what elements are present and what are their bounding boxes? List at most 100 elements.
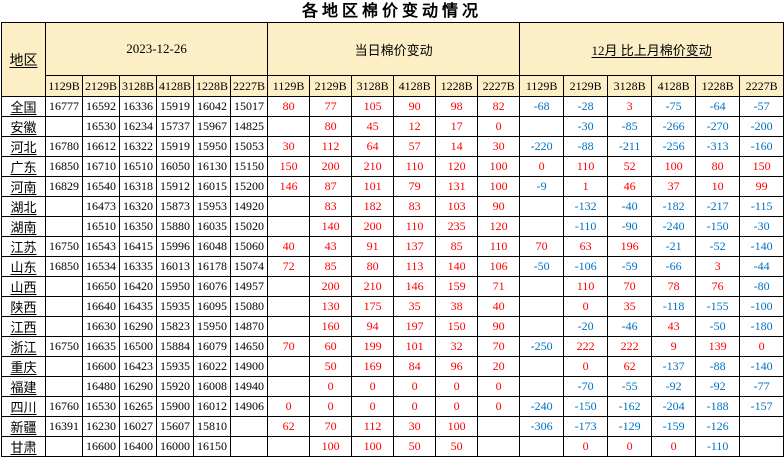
price-cell: 16473 [82, 196, 120, 217]
daily-change-cell: 0 [309, 376, 353, 397]
daily-change-cell: 71 [477, 276, 521, 297]
region-cell: 山东 [1, 256, 46, 277]
daily-change-cell: 120 [435, 156, 479, 177]
grade-code-header: 2227B [477, 75, 521, 97]
daily-change-cell: 43 [309, 236, 353, 257]
monthly-change-cell: -306 [519, 416, 565, 437]
daily-change-cell: 100 [477, 176, 521, 197]
monthly-change-cell: -59 [607, 256, 653, 277]
daily-change-cell: 85 [435, 236, 479, 257]
region-column-header: 地区 [1, 22, 46, 97]
monthly-change-cell: -88 [563, 136, 609, 157]
table-row: 陕西 16640 16435 15935 16095 15080 130 175 35 38 40 0… [1, 296, 784, 317]
daily-change-cell: 0 [393, 396, 437, 417]
daily-change-cell: 84 [393, 356, 437, 377]
grade-code-header: 4128B [156, 75, 194, 97]
region-cell: 福建 [1, 376, 46, 397]
monthly-change-cell: -250 [519, 336, 565, 357]
monthly-change-cell: -270 [695, 116, 741, 137]
price-cell: 16320 [119, 196, 157, 217]
daily-change-cell: 17 [435, 116, 479, 137]
price-cell: 14920 [229, 196, 269, 217]
region-cell: 山西 [1, 276, 46, 297]
daily-change-cell [267, 116, 311, 137]
daily-change-cell: 77 [309, 96, 353, 117]
table-row: 湖北 16473 16320 15873 15953 14920 83 182 83 103 90-… [1, 196, 784, 217]
monthly-change-cell: -173 [563, 416, 609, 437]
price-cell: 15950 [193, 316, 231, 337]
price-cell: 14900 [229, 356, 269, 377]
monthly-change-cell: 52 [607, 156, 653, 177]
daily-change-cell: 80 [351, 256, 395, 277]
price-cell: 16015 [193, 176, 231, 197]
daily-change-cell: 70 [267, 336, 311, 357]
region-name: 江西 [10, 320, 37, 335]
monthly-change-cell: -110 [563, 216, 609, 237]
daily-change-cell: 210 [351, 276, 395, 297]
daily-change-cell: 83 [309, 196, 353, 217]
daily-change-cell: 113 [393, 256, 437, 277]
monthly-change-cell: -9 [519, 176, 565, 197]
monthly-change-cell: 222 [563, 336, 609, 357]
daily-change-cell: 0 [351, 396, 395, 417]
monthly-change-cell: -182 [651, 196, 697, 217]
daily-change-cell: 70 [309, 416, 353, 437]
price-cell: 16540 [82, 176, 120, 197]
region-cell: 江西 [1, 316, 46, 337]
table-row: 福建 16480 16290 15920 16008 14940 0 0 0 0 0 -70 -55 -9… [1, 376, 784, 397]
region-cell: 甘肃 [1, 436, 46, 457]
monthly-change-cell: -88 [695, 356, 741, 377]
table-row: 山西 16650 16420 15950 16076 14957 200 210 146 159 7… [1, 276, 784, 297]
price-cell: 15919 [156, 136, 194, 157]
price-cell: 15950 [156, 276, 194, 297]
price-cell [45, 216, 83, 237]
daily-change-cell: 40 [267, 236, 311, 257]
table-row: 甘肃 16600 16400 16000 16150 100 100 50 50 0 0 0 -110 [1, 436, 784, 457]
monthly-change-cell: -155 [695, 296, 741, 317]
price-cell: 16750 [45, 236, 83, 257]
daily-change-cell: 159 [435, 276, 479, 297]
monthly-change-cell: -140 [739, 236, 784, 257]
daily-change-cell: 131 [435, 176, 479, 197]
price-cell: 14957 [229, 276, 269, 297]
daily-change-cell [477, 416, 521, 437]
grade-code-header: 3128B [119, 75, 157, 97]
daily-change-cell: 106 [477, 256, 521, 277]
price-cell: 15920 [156, 376, 194, 397]
region-name: 浙江 [10, 340, 37, 355]
daily-change-cell: 105 [351, 96, 395, 117]
daily-change-cell: 72 [267, 256, 311, 277]
daily-change-cell: 64 [351, 136, 395, 157]
monthly-change-cell: -28 [563, 96, 609, 117]
monthly-change-cell: -115 [739, 196, 784, 217]
daily-change-cell: 140 [309, 216, 353, 237]
price-cell: 16630 [82, 316, 120, 337]
region-name: 广东 [10, 160, 37, 175]
daily-change-cell: 100 [435, 416, 479, 437]
daily-change-cell: 98 [435, 96, 479, 117]
price-cell: 15935 [156, 356, 194, 377]
region-cell: 湖南 [1, 216, 46, 237]
region-name: 甘肃 [10, 440, 37, 455]
price-cell: 16050 [156, 156, 194, 177]
price-cell: 16600 [82, 356, 120, 377]
daily-change-cell: 85 [309, 256, 353, 277]
price-cell: 16130 [193, 156, 231, 177]
price-cell: 16777 [45, 96, 83, 117]
daily-change-cell: 0 [477, 396, 521, 417]
daily-change-cell: 38 [435, 296, 479, 317]
price-cell: 16640 [82, 296, 120, 317]
price-cell: 16650 [82, 276, 120, 297]
table-row: 浙江 16750 16635 16500 15884 16079 14650 70 60 199 1… [1, 336, 784, 357]
daily-change-cell: 40 [477, 296, 521, 317]
daily-change-cell: 130 [309, 296, 353, 317]
monthly-change-cell: 0 [563, 296, 609, 317]
daily-change-cell: 0 [267, 396, 311, 417]
price-cell: 15200 [229, 176, 269, 197]
price-cell: 15823 [156, 316, 194, 337]
table-row: 河南 16829 16540 16318 15912 16015 15200 146 87 101… [1, 176, 784, 197]
daily-change-cell: 175 [351, 296, 395, 317]
daily-change-cell: 110 [393, 216, 437, 237]
grade-code-header: 2129B [309, 75, 353, 97]
price-cell: 16600 [82, 436, 120, 457]
